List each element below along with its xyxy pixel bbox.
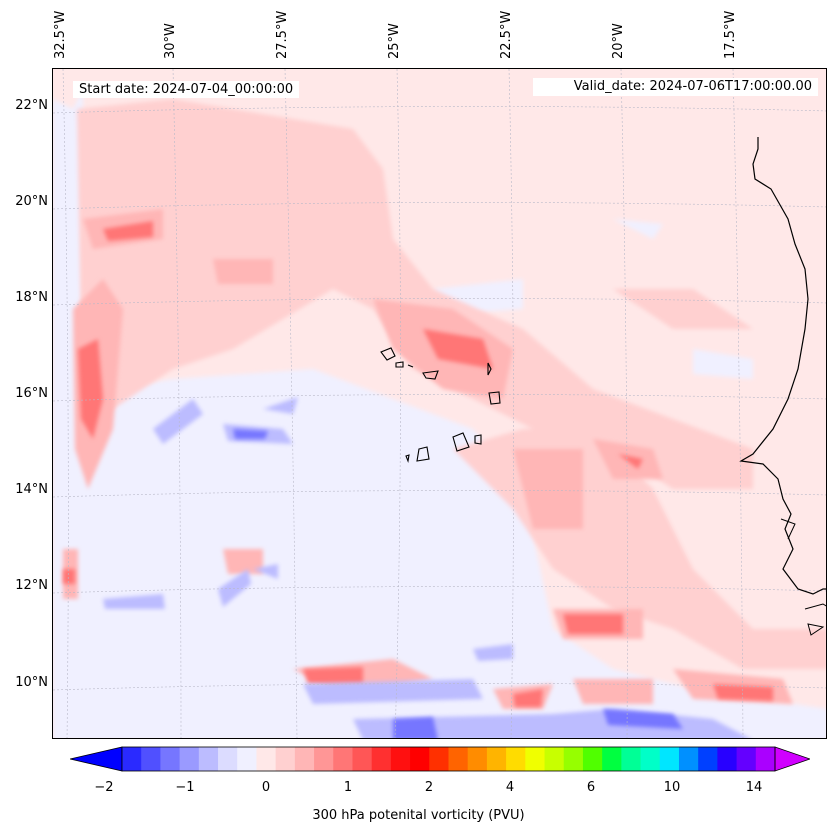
colorbar-swatch <box>122 747 142 771</box>
parallel-line <box>53 298 826 306</box>
longitude-label: 32.5°W <box>53 10 68 59</box>
parallel-line <box>53 394 826 402</box>
colorbar-label: 300 hPa potenital vorticity (PVU) <box>312 808 525 823</box>
colorbar-tick-label: 4 <box>505 780 515 795</box>
coast-detail <box>780 518 826 636</box>
colorbar-swatch <box>141 747 161 771</box>
colorbar-swatch <box>621 747 642 771</box>
longitude-label: 30°W <box>163 23 178 59</box>
pv-peak-regions <box>63 221 773 707</box>
meridian-line <box>62 69 69 738</box>
colorbar-tick-label: 10 <box>663 780 681 795</box>
colorbar-tick-label: 0 <box>261 780 271 795</box>
latitude-label: 14°N <box>15 482 48 497</box>
colorbar-tick-label: 6 <box>586 780 596 795</box>
colorbar-swatch <box>256 747 277 771</box>
colorbar-swatch <box>448 747 469 771</box>
map-panel: Start date: 2024-07-04_00:00:00 Valid_da… <box>52 68 827 739</box>
pv-strong-negative <box>233 429 683 738</box>
meridian-line <box>732 69 744 738</box>
colorbar-swatch <box>294 747 315 771</box>
colorbar-swatch <box>179 747 200 771</box>
colorbar-swatch <box>198 747 219 771</box>
colorbar-tick-label: 14 <box>745 780 763 795</box>
latitude-label: 18°N <box>15 290 48 305</box>
graticule <box>53 69 826 738</box>
parallel-line <box>53 106 826 114</box>
start-date-label: Start date: 2024-07-04_00:00:00 <box>79 82 294 97</box>
colorbar-swatch <box>218 747 238 771</box>
colorbar-extend-min <box>70 746 123 772</box>
meridian-line <box>508 69 514 738</box>
colorbar-tick-label: −2 <box>94 780 114 795</box>
colorbar-swatch <box>390 747 411 771</box>
parallel-line <box>53 586 826 594</box>
colorbar-swatch <box>371 747 392 771</box>
colorbar-swatch <box>755 747 776 771</box>
meridian-line <box>172 69 182 738</box>
colorbar-swatch <box>659 747 680 771</box>
colorbar-tick-label: 2 <box>424 780 434 795</box>
colorbar-swatch <box>736 747 757 771</box>
african-coastline <box>739 137 826 595</box>
valid-date-label: Valid_date: 2024-07-06T17:00:00.00 <box>573 79 812 94</box>
parallel-line <box>53 490 826 498</box>
latitude-label: 22°N <box>15 98 48 113</box>
colorbar-swatch <box>486 747 507 771</box>
colorbar-extend-max <box>774 746 810 772</box>
meridian-line <box>394 69 401 738</box>
colorbar-swatch <box>602 747 622 771</box>
parallel-line <box>53 202 826 210</box>
longitude-label: 17.5°W <box>723 10 738 59</box>
colorbar-swatch <box>698 747 718 771</box>
meridian-line <box>284 69 298 738</box>
colorbar-swatch <box>678 747 699 771</box>
latitude-label: 20°N <box>15 194 48 209</box>
colorbar-swatch <box>314 747 334 771</box>
longitude-label: 22.5°W <box>499 10 514 59</box>
latitude-label: 10°N <box>15 675 48 690</box>
colorbar-swatch <box>640 747 661 771</box>
meridian-line <box>620 69 628 738</box>
colorbar-swatch <box>467 747 488 771</box>
pv-contour-map: Start date: 2024-07-04_00:00:00 Valid_da… <box>53 69 826 738</box>
parallel-line <box>53 683 826 691</box>
colorbar-swatch <box>237 747 257 771</box>
latitude-label: 12°N <box>15 578 48 593</box>
cape-verde-islands <box>380 347 501 464</box>
latitude-label: 16°N <box>15 386 48 401</box>
colorbar-swatch <box>410 747 430 771</box>
colorbar-tick-label: −1 <box>175 780 195 795</box>
colorbar-swatch <box>275 747 296 771</box>
colorbar-swatch <box>563 747 584 771</box>
colorbar-swatch <box>160 747 181 771</box>
colorbar-swatch <box>333 747 353 771</box>
colorbar-swatch <box>582 747 603 771</box>
colorbar-swatch <box>352 747 373 771</box>
longitude-label: 27.5°W <box>275 10 290 59</box>
longitude-label: 20°W <box>611 23 626 59</box>
longitude-label: 25°W <box>387 23 402 59</box>
colorbar-swatch <box>429 747 449 771</box>
colorbar-tick-label: 1 <box>343 780 353 795</box>
colorbar-border <box>121 746 776 772</box>
colorbar-swatch <box>544 747 565 771</box>
colorbar-swatch <box>525 747 546 771</box>
colorbar-swatch <box>506 747 526 771</box>
colorbar <box>70 746 810 772</box>
colorbar-swatch <box>717 747 738 771</box>
